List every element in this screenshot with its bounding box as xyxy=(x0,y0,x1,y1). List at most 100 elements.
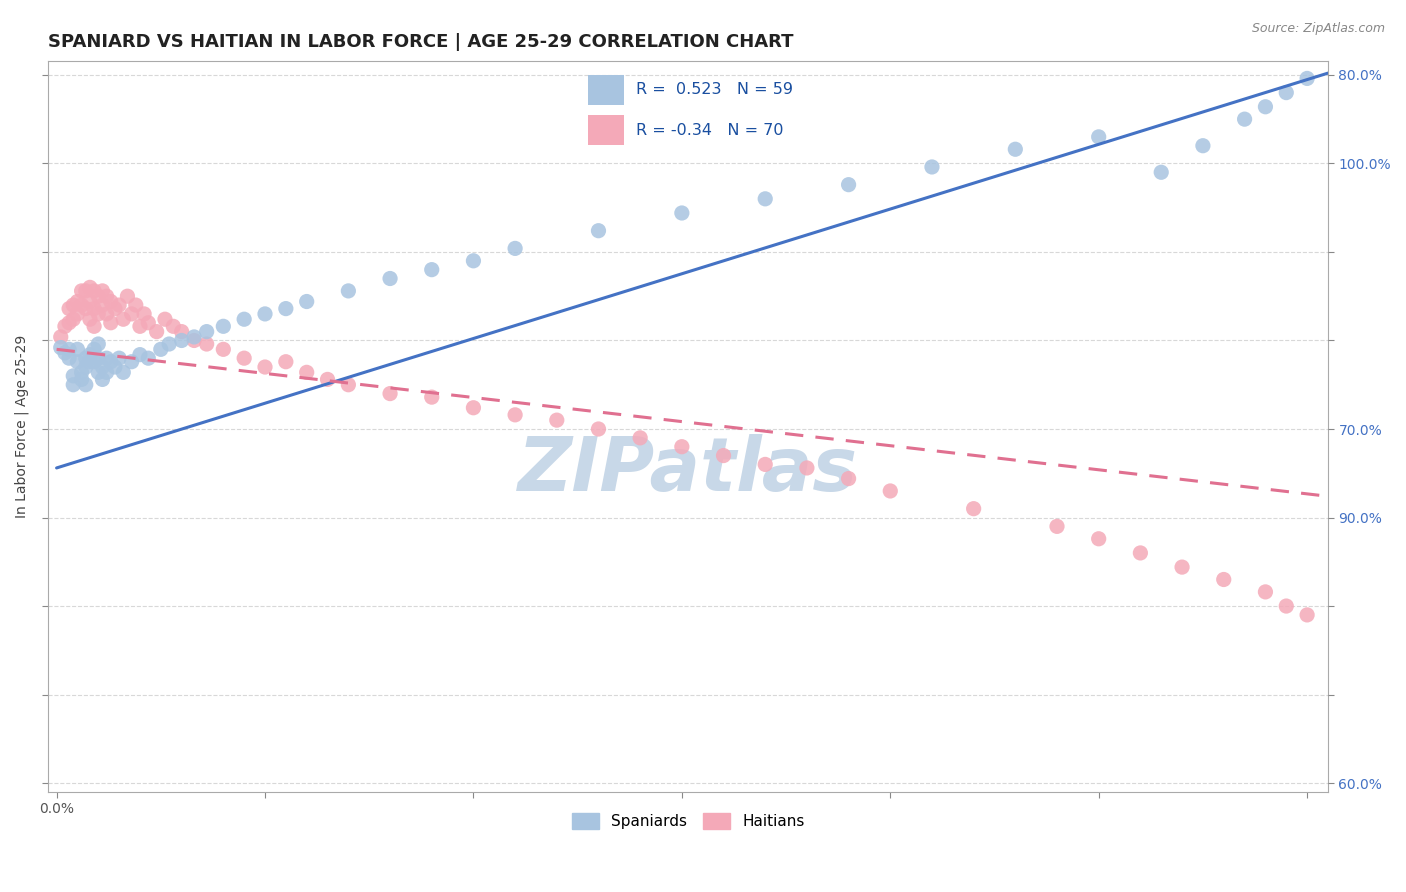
Point xyxy=(1004,142,1026,156)
Legend: Spaniards, Haitians: Spaniards, Haitians xyxy=(565,807,811,836)
Point xyxy=(136,351,159,366)
Point xyxy=(83,284,105,298)
Point xyxy=(162,319,184,334)
Point xyxy=(66,294,89,309)
Point xyxy=(66,307,89,321)
Point xyxy=(212,343,235,357)
Point xyxy=(962,501,984,516)
Point xyxy=(378,386,401,401)
Point xyxy=(62,377,84,392)
Point xyxy=(183,334,205,348)
Point xyxy=(337,377,360,392)
Point xyxy=(112,365,135,379)
Point xyxy=(136,316,159,330)
Point xyxy=(70,365,93,379)
Point xyxy=(879,483,901,498)
Point xyxy=(463,401,485,415)
Point xyxy=(125,298,148,312)
Point xyxy=(91,372,114,386)
Point xyxy=(420,262,443,277)
Point xyxy=(212,319,235,334)
Point xyxy=(96,351,118,366)
Point xyxy=(62,298,84,312)
Point xyxy=(75,351,97,366)
Point xyxy=(253,307,276,321)
Point xyxy=(316,372,339,386)
Point xyxy=(58,351,80,366)
Point xyxy=(104,301,127,316)
Point xyxy=(79,312,101,326)
Point xyxy=(1254,100,1277,114)
Point xyxy=(108,298,131,312)
Point xyxy=(75,359,97,374)
Point xyxy=(70,372,93,386)
Point xyxy=(1275,86,1298,100)
Point xyxy=(233,351,256,366)
Point xyxy=(49,341,72,355)
Point xyxy=(295,365,318,379)
Point xyxy=(838,178,860,192)
Point xyxy=(121,307,143,321)
Point xyxy=(83,301,105,316)
Point xyxy=(134,307,156,321)
Point xyxy=(754,458,776,472)
Point xyxy=(671,206,693,220)
Point xyxy=(58,301,80,316)
Point xyxy=(295,294,318,309)
Point xyxy=(1296,71,1319,86)
Point xyxy=(713,449,735,463)
Point xyxy=(838,472,860,486)
Point xyxy=(463,253,485,268)
Point xyxy=(1212,573,1234,587)
Point xyxy=(62,368,84,383)
Point xyxy=(1254,585,1277,599)
Point xyxy=(83,355,105,369)
Text: Source: ZipAtlas.com: Source: ZipAtlas.com xyxy=(1251,22,1385,36)
Point xyxy=(75,301,97,316)
Point xyxy=(96,307,118,321)
Point xyxy=(104,359,127,374)
Point xyxy=(337,284,360,298)
Point xyxy=(233,312,256,326)
Point xyxy=(66,343,89,357)
Point xyxy=(62,312,84,326)
Point xyxy=(83,343,105,357)
Point xyxy=(274,355,297,369)
Point xyxy=(83,319,105,334)
Point xyxy=(195,325,218,339)
Point xyxy=(1150,165,1173,179)
Point xyxy=(1046,519,1069,533)
Point xyxy=(121,355,143,369)
Point xyxy=(53,346,76,360)
Point xyxy=(129,319,152,334)
Point xyxy=(87,351,110,366)
Point xyxy=(183,330,205,344)
Point xyxy=(503,241,526,255)
Point xyxy=(112,312,135,326)
Point xyxy=(53,319,76,334)
Point xyxy=(70,284,93,298)
Point xyxy=(671,440,693,454)
Point xyxy=(91,284,114,298)
Point xyxy=(91,359,114,374)
Point xyxy=(921,160,943,174)
Point xyxy=(754,192,776,206)
Point xyxy=(87,365,110,379)
Point xyxy=(91,298,114,312)
Point xyxy=(75,377,97,392)
Point xyxy=(49,330,72,344)
Point xyxy=(79,348,101,362)
Point xyxy=(195,337,218,351)
Point xyxy=(588,224,610,238)
Point xyxy=(70,298,93,312)
Point xyxy=(149,343,172,357)
Point xyxy=(588,422,610,436)
Point xyxy=(503,408,526,422)
Point xyxy=(100,355,122,369)
Point xyxy=(420,390,443,404)
Point xyxy=(170,325,193,339)
Point xyxy=(108,351,131,366)
Point xyxy=(253,359,276,374)
Point xyxy=(546,413,568,427)
Point xyxy=(117,289,139,303)
